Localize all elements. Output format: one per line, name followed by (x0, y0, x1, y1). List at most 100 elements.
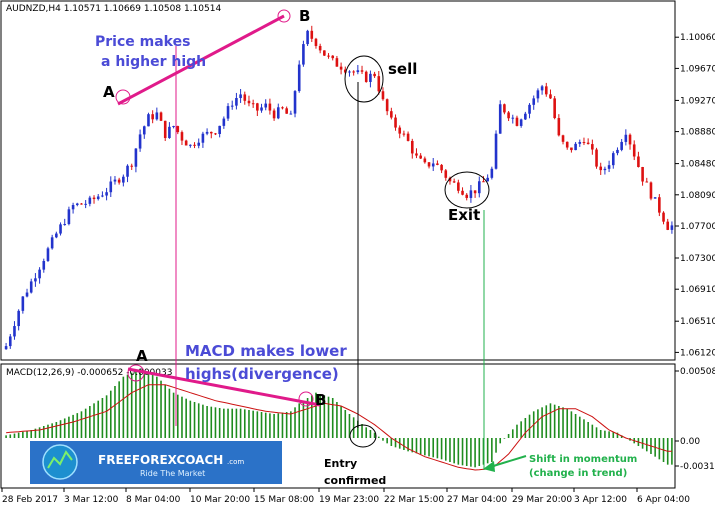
candle-body (624, 134, 628, 142)
candle (528, 103, 531, 119)
macd-pane-frame (0, 363, 676, 489)
candle-body (34, 278, 37, 282)
price-tick-label: 1.09270 (680, 96, 715, 106)
candle (482, 176, 485, 183)
candle (603, 166, 607, 175)
candle-body (603, 168, 607, 171)
candle-body (189, 144, 192, 146)
candle-body (532, 98, 536, 105)
candle-body (293, 91, 297, 114)
candle (628, 133, 632, 150)
candle-body (553, 98, 556, 119)
candle-body (343, 69, 347, 73)
candle (419, 153, 422, 159)
candle-body (385, 99, 389, 112)
time-tick-label: 3 Apr 12:00 (574, 495, 627, 505)
candle (101, 191, 104, 198)
candle-body (641, 166, 644, 182)
candle-body (42, 260, 46, 270)
macd-tick-label: 0.00 (680, 437, 700, 447)
price-tick-label: 1.08880 (680, 128, 715, 138)
candle (59, 222, 62, 236)
candle-body (591, 144, 594, 150)
candle-body (205, 131, 209, 134)
candle (444, 168, 448, 181)
candle-body (607, 165, 611, 169)
candle-body (8, 336, 12, 347)
price-point-b-label: B (299, 7, 310, 25)
candle (616, 147, 619, 156)
candle-body (151, 114, 154, 120)
candle-body (180, 132, 184, 141)
candle-body (230, 105, 234, 107)
candle (180, 130, 184, 146)
candle (377, 70, 381, 95)
candle-body (117, 179, 121, 183)
candle-body (197, 142, 201, 146)
candle (335, 55, 339, 67)
logo-domain: .com (227, 458, 244, 466)
candle-body (662, 212, 665, 222)
time-tick-label: 8 Mar 04:00 (126, 495, 181, 505)
exit-label: Exit (448, 206, 480, 224)
candle-body (465, 194, 469, 198)
candle-body (477, 181, 481, 194)
candle (285, 106, 288, 114)
candle-body (247, 100, 251, 104)
candle (159, 111, 163, 122)
candle (13, 321, 16, 340)
candle-body (515, 117, 519, 126)
candle (168, 122, 171, 139)
candle (138, 129, 142, 152)
candle (218, 125, 221, 138)
candle (297, 60, 301, 93)
candle-body (281, 107, 284, 109)
candle (201, 131, 205, 148)
candle-body (528, 104, 531, 114)
candle (494, 130, 498, 170)
candle-body (201, 133, 205, 143)
candle (473, 190, 477, 198)
candle (222, 116, 226, 129)
candle-body (565, 141, 569, 148)
candle (130, 163, 134, 171)
candle-body (469, 190, 473, 198)
candle (507, 111, 510, 122)
price-tick-label: 1.09670 (680, 64, 715, 74)
candle (369, 70, 372, 88)
candle (276, 103, 280, 120)
candle (172, 125, 175, 129)
candle-body (327, 55, 330, 57)
candle (385, 98, 389, 116)
candle (38, 267, 41, 284)
candle-body (323, 50, 326, 56)
candle-body (448, 177, 452, 182)
price-candles (4, 25, 674, 350)
candle (243, 91, 247, 105)
candle (122, 174, 125, 187)
price-pane-frame (0, 0, 676, 361)
candle (607, 160, 611, 173)
candle-body (494, 133, 498, 169)
candle-body (172, 126, 175, 128)
candle (142, 125, 146, 139)
candle (423, 156, 427, 164)
candle (658, 194, 661, 217)
candle-body (423, 158, 427, 163)
candle (670, 221, 674, 234)
candle-body (544, 86, 548, 95)
candle-body (595, 149, 598, 167)
candle (318, 43, 322, 54)
candle-body (632, 144, 636, 157)
price-tick-label: 1.10060 (680, 33, 715, 43)
candle-body (486, 177, 489, 182)
candle (360, 65, 364, 75)
candle (189, 144, 192, 148)
candle (503, 103, 506, 115)
candle (323, 50, 326, 56)
candle (666, 218, 670, 231)
candle (84, 200, 87, 209)
price-tick-label: 1.06120 (680, 348, 715, 358)
candle-body (582, 142, 586, 144)
